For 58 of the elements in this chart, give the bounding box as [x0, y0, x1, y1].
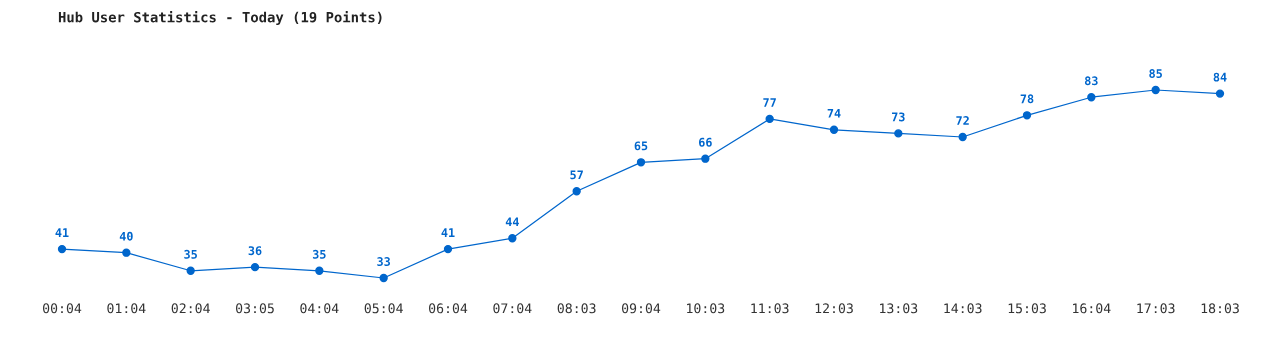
x-tick-label: 07:04: [493, 303, 532, 314]
x-tick-label: 15:03: [1008, 303, 1046, 314]
point: [379, 273, 388, 283]
point: [315, 266, 324, 275]
x-tick-label: 17:03: [1137, 303, 1175, 314]
point: [765, 114, 774, 124]
data-label: 40: [119, 231, 133, 241]
data-label: 73: [892, 112, 905, 122]
point: [636, 158, 646, 167]
data-label: 78: [1020, 94, 1034, 104]
data-label: 35: [184, 249, 197, 259]
x-tick-label: 02:04: [171, 303, 210, 314]
x-tick-label: 00:04: [43, 303, 82, 314]
data-label: 41: [55, 228, 69, 237]
point: [894, 129, 903, 138]
point: [958, 132, 967, 142]
x-tick-label: 06:04: [429, 303, 468, 314]
data-label: 33: [377, 257, 391, 266]
data-label: 74: [827, 108, 841, 118]
point: [122, 248, 131, 257]
point: [1151, 85, 1160, 95]
chart-title: Hub User Statistics - Today (19 Points): [58, 10, 382, 26]
x-tick-label: 05:04: [364, 303, 403, 314]
data-label: 72: [956, 116, 969, 125]
data-label: 83: [1084, 76, 1098, 86]
data-label: 44: [505, 217, 519, 227]
point: [701, 154, 710, 163]
data-label: 66: [698, 137, 712, 147]
point: [443, 244, 453, 254]
point: [829, 125, 839, 134]
x-tick-label: 11:03: [751, 303, 789, 314]
data-label: 57: [570, 170, 583, 180]
x-tick-label: 16:04: [1073, 303, 1111, 314]
data-label: 77: [763, 98, 776, 107]
data-label: 84: [1213, 72, 1227, 82]
point: [250, 262, 260, 272]
point: [572, 187, 581, 196]
x-tick-label: 03:05: [236, 303, 274, 314]
x-tick-label: 04:04: [300, 303, 339, 314]
data-label: 65: [634, 141, 648, 151]
data-label: 36: [248, 246, 262, 256]
x-tick-label: 18:03: [1201, 303, 1239, 314]
data-label: 85: [1149, 69, 1162, 78]
point: [1022, 111, 1032, 120]
point: [57, 244, 67, 254]
x-tick-label: 13:03: [880, 303, 918, 314]
x-tick-label: 10:03: [687, 303, 725, 314]
x-tick-label: 12:03: [815, 303, 853, 314]
x-tick-label: 14:03: [944, 303, 982, 314]
point: [508, 234, 517, 243]
x-tick-label: 09:04: [622, 303, 661, 314]
x-tick-label: 01:04: [107, 303, 146, 314]
x-tick-label: 08:03: [557, 303, 596, 314]
point: [1087, 93, 1096, 102]
data-label: 41: [441, 228, 455, 237]
point: [1215, 89, 1225, 98]
data-label: 35: [312, 249, 326, 259]
point: [186, 266, 195, 275]
